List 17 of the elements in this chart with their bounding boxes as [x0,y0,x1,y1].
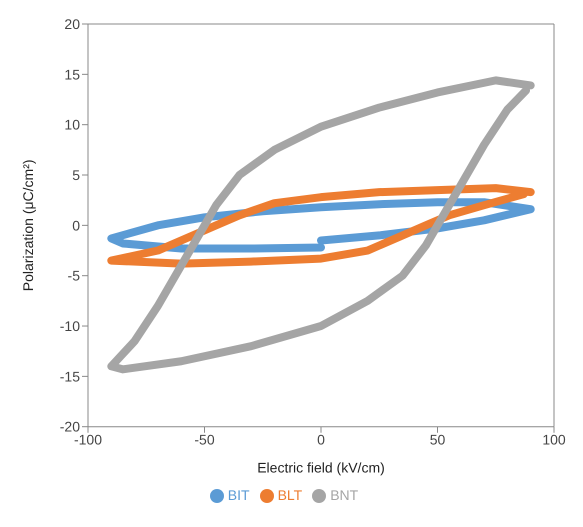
y-tick-label: 5 [72,166,80,183]
x-axis-title: Electric field (kV/cm) [257,460,385,476]
y-tick-label: -15 [60,368,80,384]
x-tick-label: 50 [430,432,446,448]
y-tick-label: -5 [68,268,80,284]
legend-label: BLT [278,486,302,503]
x-tick-label: -50 [194,432,215,448]
legend-label: BNT [330,486,358,503]
y-tick-label: 20 [64,16,80,32]
y-tick-label: 0 [72,217,80,234]
y-tick-label: 15 [64,66,80,82]
y-tick-label: 10 [64,116,80,133]
x-tick-label: 0 [317,432,326,448]
y-tick-label: -10 [60,318,80,334]
x-tick-label: 100 [542,432,566,448]
legend-label: BIT [228,486,250,503]
y-axis-title: Polarization (μC/cm²) [20,159,36,292]
